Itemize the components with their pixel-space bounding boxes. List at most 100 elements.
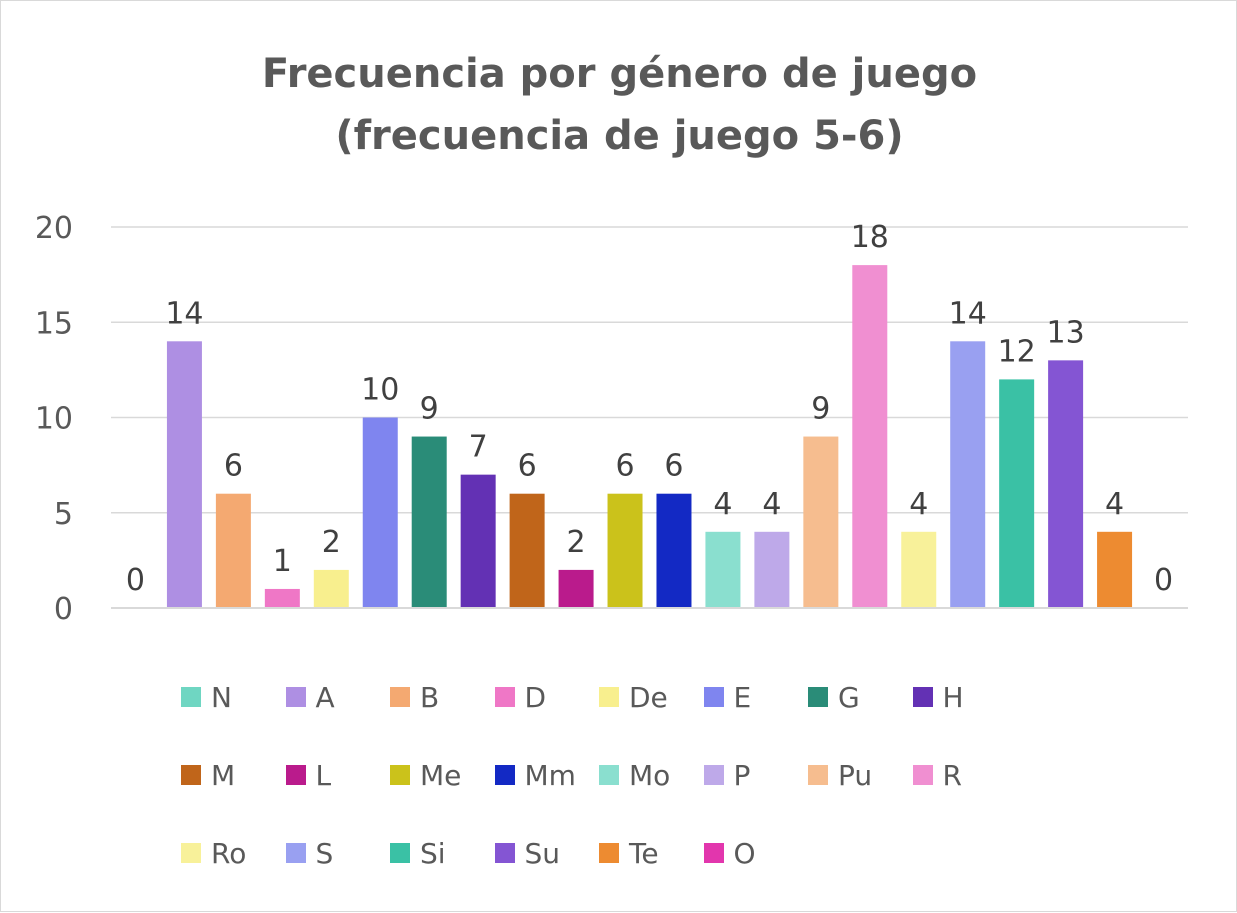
bar-Te [1097, 531, 1133, 608]
legend-swatch [181, 765, 201, 785]
y-tick-label: 10 [35, 402, 73, 437]
legend-item-Si: Si [390, 833, 446, 873]
data-label: 4 [762, 487, 781, 522]
data-label: 4 [909, 487, 928, 522]
bar-Su [1048, 360, 1084, 608]
y-axis: 0 5 10 15 20 [35, 211, 73, 627]
legend-swatch [285, 687, 306, 707]
data-label: 9 [811, 392, 830, 427]
legend-item-B: B [390, 677, 439, 717]
bar-H [460, 474, 496, 608]
legend-item-Me: Me [390, 755, 461, 795]
legend-label: Ro [211, 836, 247, 870]
data-label: 14 [165, 296, 203, 331]
chart-title-line-1: Frecuencia por género de juego [261, 51, 978, 97]
data-label: 1 [273, 544, 292, 579]
legend-swatch [703, 687, 724, 707]
bar-Pu [803, 436, 839, 608]
bar-E [362, 417, 398, 608]
legend-item-Mo: Mo [599, 755, 670, 795]
data-label: 9 [420, 392, 439, 427]
legend-swatch [599, 765, 619, 785]
chart-title-line-2: (frecuencia de juego 5-6) [335, 113, 904, 159]
bar-D [264, 588, 300, 608]
legend-swatch [912, 765, 933, 785]
legend-label: S [315, 836, 334, 870]
legend-label: H [942, 680, 964, 714]
legend-swatch [494, 687, 515, 707]
legend-item-Mm: Mm [494, 755, 576, 795]
legend-swatch [599, 687, 619, 707]
legend-item-A: A [285, 677, 335, 717]
legend-label: B [420, 680, 440, 714]
data-label: 2 [322, 525, 341, 560]
legend-label: O [733, 836, 756, 870]
legend-label: De [629, 680, 668, 714]
data-label: 6 [615, 449, 634, 484]
legend-swatch [390, 687, 410, 707]
legend-item-M: M [181, 755, 235, 795]
data-label: 0 [1154, 563, 1173, 598]
legend-label: Su [524, 836, 561, 870]
data-label: 14 [949, 296, 987, 331]
legend-label: Si [420, 836, 446, 870]
legend-swatch [808, 687, 828, 707]
bar-M [509, 493, 545, 608]
legend-swatch [808, 765, 828, 785]
bar-L [558, 569, 594, 608]
legend-swatch [703, 843, 724, 863]
data-label: 18 [851, 220, 889, 255]
legend-item-D: D [494, 677, 547, 717]
y-tick-label: 15 [35, 306, 73, 341]
legend-swatch [599, 843, 619, 863]
legend-swatch [494, 765, 515, 785]
legend-label: P [733, 758, 751, 792]
legend-label: Me [420, 758, 462, 792]
data-label: 6 [224, 449, 243, 484]
legend-item-Su: Su [494, 833, 561, 873]
chart-title: Frecuencia por género de juego (frecuenc… [1, 43, 1237, 167]
legend-swatch [912, 687, 933, 707]
legend-item-R: R [912, 755, 962, 795]
data-label: 0 [126, 563, 145, 598]
bar-B [215, 493, 251, 608]
bar-Si [999, 379, 1035, 608]
legend-item-O: O [703, 833, 756, 873]
data-label: 6 [664, 449, 683, 484]
y-tick-label: 5 [54, 497, 73, 532]
y-tick-label: 20 [35, 211, 73, 246]
bar-Mo [705, 531, 741, 608]
data-label: 7 [469, 430, 488, 465]
bar-De [313, 569, 349, 608]
bar-S [950, 341, 986, 608]
bar-A [166, 341, 202, 608]
legend-item-P: P [703, 755, 751, 795]
legend-item-S: S [285, 833, 334, 873]
legend-swatch [494, 843, 515, 863]
legend-swatch [390, 843, 410, 863]
data-label: 4 [1105, 487, 1124, 522]
legend-label: R [942, 758, 962, 792]
legend-item-L: L [285, 755, 332, 795]
legend-swatch [703, 765, 724, 785]
legend-swatch [181, 843, 201, 863]
legend-label: L [315, 758, 332, 792]
bar-R [852, 265, 888, 608]
legend-swatch [285, 843, 306, 863]
legend-label: Mo [629, 758, 671, 792]
legend-swatch [390, 765, 410, 785]
legend-label: Te [629, 836, 659, 870]
legend-item-G: G [808, 677, 860, 717]
data-label: 4 [713, 487, 732, 522]
legend-item-E: E [703, 677, 751, 717]
data-label: 13 [1047, 315, 1085, 350]
legend-item-N: N [181, 677, 232, 717]
legend-label: A [315, 680, 335, 714]
data-label: 10 [361, 373, 399, 408]
legend-swatch [181, 687, 201, 707]
legend-item-H: H [912, 677, 964, 717]
legend-label: D [524, 680, 547, 714]
